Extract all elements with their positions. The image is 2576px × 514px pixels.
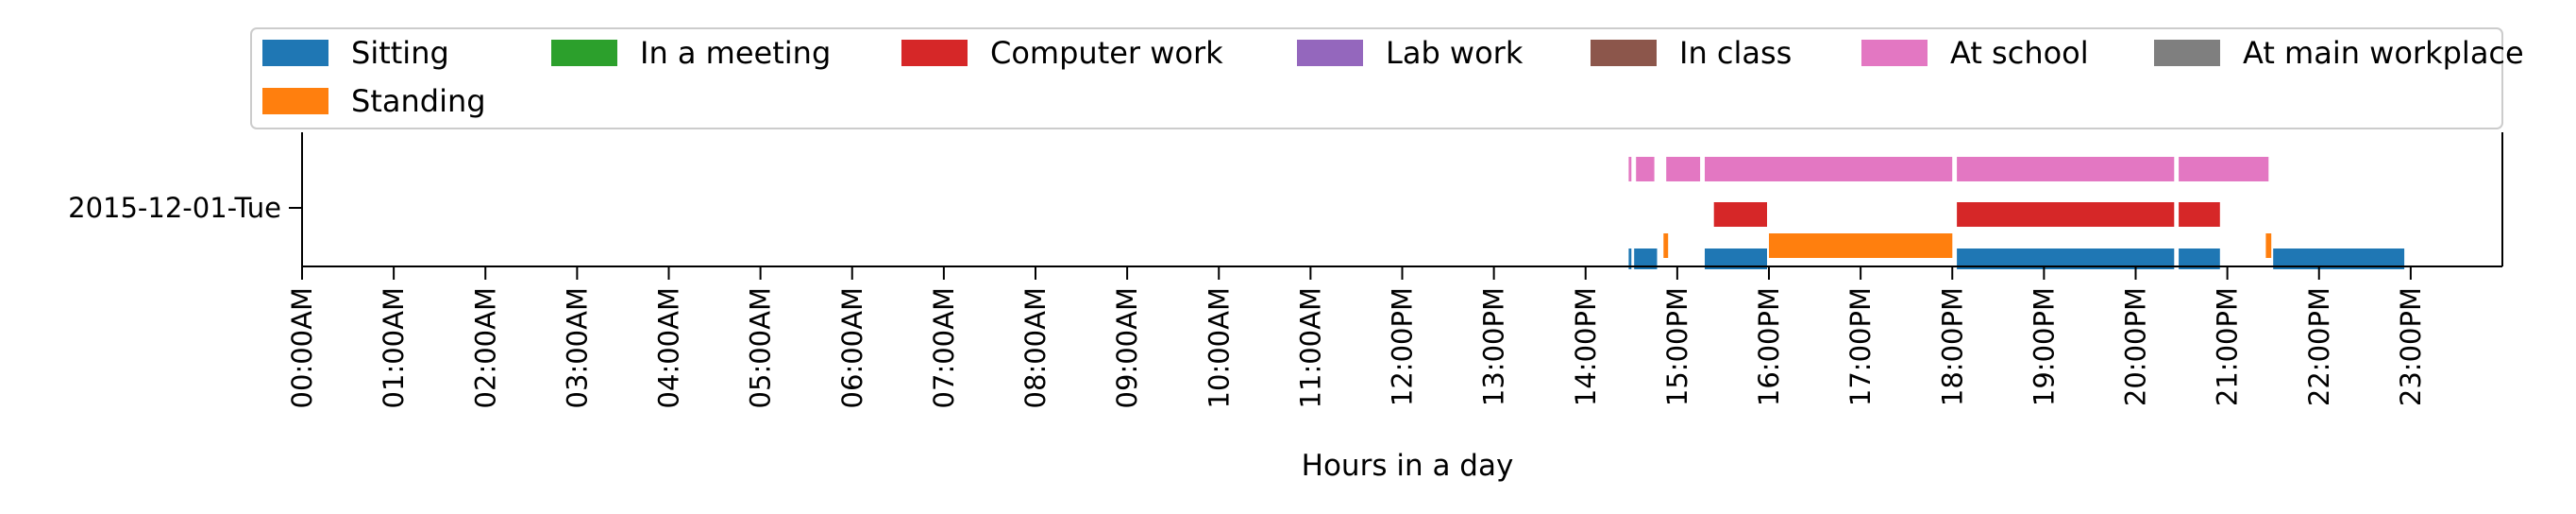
- x-tick-label: 01:00AM: [378, 287, 410, 408]
- legend-swatch-standing: [262, 88, 328, 114]
- x-tick-label: 03:00AM: [561, 287, 593, 408]
- bar-computer-work-0: [1713, 202, 1767, 227]
- x-tick-label: 17:00PM: [1844, 287, 1877, 406]
- x-tick-label: 02:00AM: [469, 287, 501, 408]
- bar-sitting-5: [2273, 248, 2405, 269]
- legend-swatch-sitting: [262, 40, 328, 66]
- legend: Sitting Standing In a meeting Computer work…: [250, 27, 2524, 129]
- x-tick-label: 18:00PM: [1936, 287, 1968, 406]
- legend-swatch-at-main-workplace: [2154, 40, 2220, 66]
- legend-label-at-main-workplace: At main workplace: [2243, 35, 2524, 71]
- bar-sitting-3: [1957, 248, 2175, 269]
- x-tick-label: 06:00AM: [836, 287, 868, 408]
- x-tick-label: 19:00PM: [2028, 287, 2060, 406]
- bar-at-school-3: [1705, 157, 1953, 181]
- x-tick-label: 05:00AM: [745, 287, 777, 408]
- legend-swatch-computer-work: [901, 40, 968, 66]
- legend-label-computer-work: Computer work: [990, 35, 1223, 71]
- plot-area: [1628, 157, 2405, 269]
- bar-standing-2: [2265, 233, 2272, 258]
- legend-label-in-class: In class: [1679, 35, 1792, 71]
- bar-computer-work-2: [2179, 202, 2220, 227]
- x-tick-label: 22:00PM: [2303, 287, 2335, 406]
- bar-at-school-1: [1636, 157, 1655, 181]
- bar-at-school-0: [1628, 157, 1632, 181]
- legend-swatch-at-school: [1861, 40, 1928, 66]
- x-tick-label: 04:00AM: [653, 287, 685, 408]
- x-tick-label: 10:00AM: [1203, 287, 1235, 408]
- x-tick-label: 14:00PM: [1570, 287, 1602, 406]
- axes: 2015-12-01-Tue 00:00AM 01:00AM 02:00AM 03:00…: [68, 132, 2503, 408]
- legend-label-standing: Standing: [351, 83, 486, 119]
- x-tick-label: 13:00PM: [1478, 287, 1510, 406]
- x-tick-label: 23:00PM: [2395, 287, 2427, 406]
- legend-label-sitting: Sitting: [351, 35, 449, 71]
- x-tick-label: 08:00AM: [1019, 287, 1052, 408]
- legend-swatch-in-class: [1591, 40, 1657, 66]
- bar-sitting-1: [1634, 248, 1658, 269]
- bar-at-school-2: [1666, 157, 1701, 181]
- bar-sitting-2: [1705, 248, 1767, 269]
- bar-standing-0: [1663, 233, 1669, 258]
- legend-swatch-in-a-meeting: [551, 40, 617, 66]
- bar-computer-work-1: [1957, 202, 2175, 227]
- legend-label-at-school: At school: [1950, 35, 2089, 71]
- bar-at-school-4: [1957, 157, 2175, 181]
- bar-sitting-0: [1628, 248, 1632, 269]
- x-tick-label: 12:00PM: [1387, 287, 1419, 406]
- y-tick-label: 2015-12-01-Tue: [68, 192, 281, 224]
- x-tick-label: 15:00PM: [1661, 287, 1693, 406]
- x-tick-label: 09:00AM: [1111, 287, 1143, 408]
- legend-swatch-lab-work: [1297, 40, 1363, 66]
- x-tick-label: 16:00PM: [1753, 287, 1785, 406]
- x-tick-label: 21:00PM: [2212, 287, 2244, 406]
- x-tick-label: 00:00AM: [286, 287, 318, 408]
- x-tick-label: 07:00AM: [928, 287, 960, 408]
- x-tick-label: 11:00AM: [1294, 287, 1326, 408]
- legend-box: [250, 27, 2503, 129]
- legend-label-lab-work: Lab work: [1386, 35, 1524, 71]
- bar-at-school-5: [2179, 157, 2269, 181]
- bar-standing-1: [1769, 233, 1953, 258]
- x-axis-title: Hours in a day: [1302, 449, 1514, 483]
- x-tick-label: 20:00PM: [2120, 287, 2152, 406]
- legend-label-in-a-meeting: In a meeting: [640, 35, 831, 71]
- bar-sitting-4: [2179, 248, 2220, 269]
